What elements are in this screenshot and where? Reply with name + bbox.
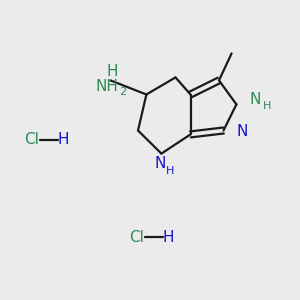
Text: H: H [162, 230, 174, 244]
Text: H: H [57, 132, 69, 147]
Text: 2: 2 [119, 87, 127, 97]
Text: N: N [154, 156, 166, 171]
Text: H: H [166, 166, 174, 176]
Text: Cl: Cl [129, 230, 144, 244]
Text: N: N [250, 92, 261, 106]
Text: Cl: Cl [24, 132, 39, 147]
Text: N: N [237, 124, 248, 140]
Text: H: H [263, 101, 271, 111]
Text: NH: NH [95, 80, 118, 94]
Text: H: H [106, 64, 118, 80]
